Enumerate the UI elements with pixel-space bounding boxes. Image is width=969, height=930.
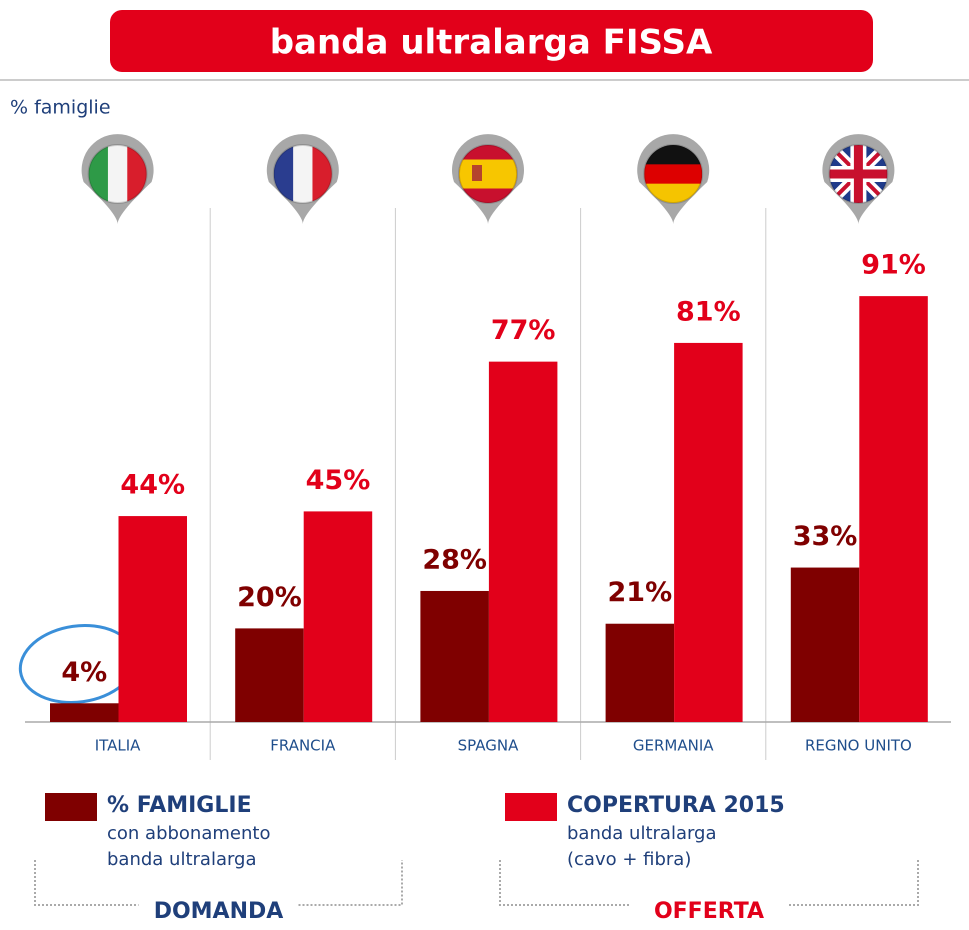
bar bbox=[488, 361, 558, 722]
x-tick-label: GERMANIA bbox=[633, 737, 714, 755]
legend-swatch bbox=[45, 793, 97, 821]
value-label: 33% bbox=[793, 521, 858, 552]
value-label: 44% bbox=[120, 470, 185, 501]
legend-swatch bbox=[505, 793, 557, 821]
value-label: 81% bbox=[676, 296, 741, 327]
group-label: OFFERTA bbox=[654, 899, 764, 924]
value-label: 4% bbox=[61, 657, 107, 688]
flags bbox=[81, 134, 895, 224]
flag-stripe bbox=[107, 145, 128, 203]
chart-title: banda ultralarga FISSA bbox=[270, 23, 713, 63]
flag-stripe bbox=[644, 145, 703, 165]
x-tick-label: SPAGNA bbox=[458, 737, 519, 755]
flag bbox=[644, 145, 703, 203]
legend-description: (cavo + fibra) bbox=[567, 849, 691, 870]
flag-shine bbox=[828, 144, 889, 204]
flag-shine bbox=[272, 144, 333, 204]
flag-emblem bbox=[472, 165, 482, 181]
flag-stripe bbox=[312, 145, 332, 203]
bar bbox=[50, 703, 119, 722]
flag-stripe bbox=[127, 145, 147, 203]
x-tick-label: ITALIA bbox=[95, 737, 141, 755]
bar bbox=[235, 628, 304, 722]
legend-description: banda ultralarga bbox=[567, 823, 717, 844]
bar bbox=[790, 567, 860, 722]
flag-stripe bbox=[459, 159, 517, 189]
group-label: DOMANDA bbox=[154, 899, 284, 924]
value-label: 20% bbox=[237, 582, 302, 613]
group-bracket bbox=[499, 860, 919, 906]
x-tick-label: REGNO UNITO bbox=[805, 737, 912, 755]
legend-description: banda ultralarga bbox=[107, 849, 257, 870]
flag-shine bbox=[643, 144, 704, 204]
bar bbox=[605, 623, 675, 722]
value-label: 28% bbox=[422, 544, 487, 575]
value-label: 45% bbox=[306, 465, 371, 496]
flag-cross bbox=[829, 145, 888, 203]
unit-label: % famiglie bbox=[10, 97, 111, 119]
flag bbox=[273, 145, 332, 203]
bar bbox=[420, 590, 489, 722]
legend-description: con abbonamento bbox=[107, 823, 270, 844]
flag-stripe bbox=[273, 145, 294, 203]
legend-label: COPERTURA 2015 bbox=[567, 793, 785, 818]
group-bracket bbox=[34, 860, 403, 906]
bar bbox=[303, 511, 373, 722]
value-label: 91% bbox=[861, 250, 926, 281]
flag-shine bbox=[87, 144, 148, 204]
flag bbox=[829, 145, 888, 203]
flag-stripe bbox=[644, 183, 703, 203]
flag-stripe bbox=[88, 145, 109, 203]
bar bbox=[674, 342, 743, 722]
flag-stripe bbox=[293, 145, 313, 203]
flag-shine bbox=[458, 144, 518, 204]
x-tick-label: FRANCIA bbox=[270, 737, 336, 755]
flag bbox=[459, 145, 517, 203]
flag-stripe bbox=[644, 164, 703, 185]
legend-label: % FAMIGLIE bbox=[107, 793, 252, 818]
value-label: 77% bbox=[491, 315, 556, 346]
value-label: 21% bbox=[608, 577, 673, 608]
flag bbox=[88, 145, 147, 203]
bar bbox=[118, 516, 187, 722]
bar bbox=[859, 296, 928, 722]
title-banner bbox=[110, 10, 873, 72]
